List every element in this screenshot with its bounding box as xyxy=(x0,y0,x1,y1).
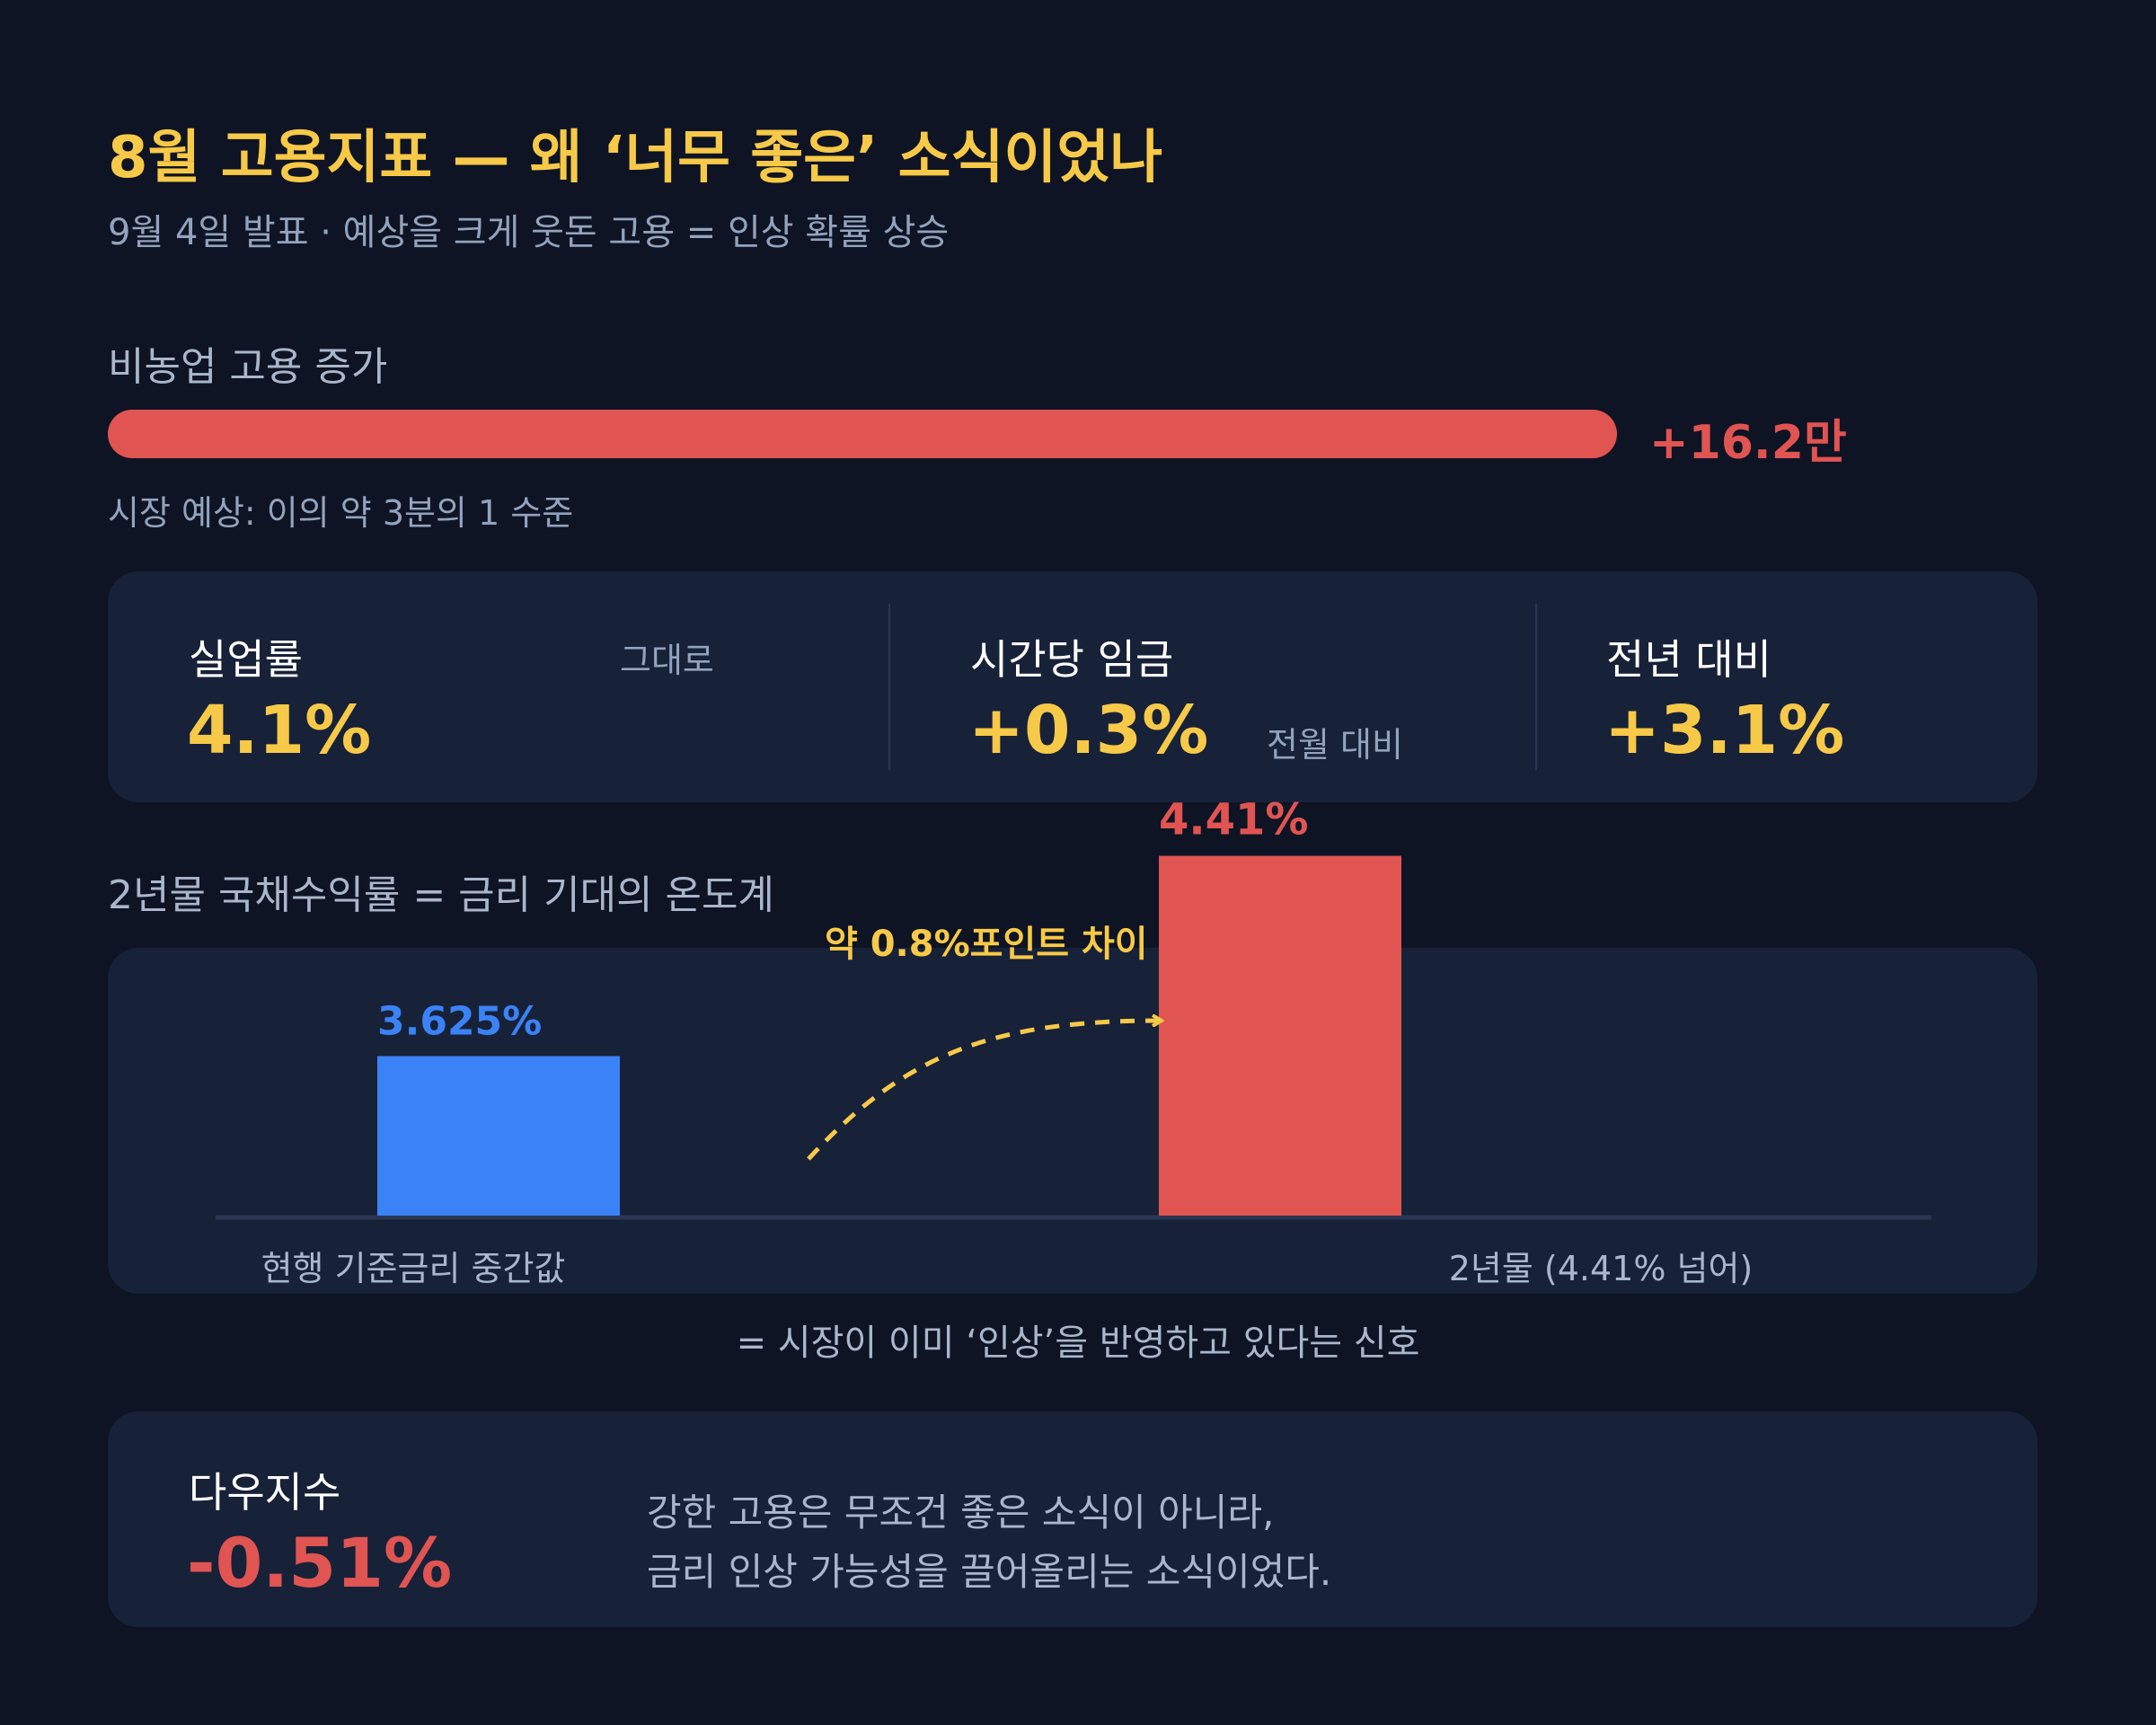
category-label: 2년물 (4.41% 넘어) xyxy=(1449,1249,1754,1288)
hourly-wage-note: 전월 대비 xyxy=(1267,725,1403,765)
bar-value-label: 3.625% xyxy=(377,999,542,1045)
yoy-wage-label: 전년 대비 xyxy=(1606,635,1772,684)
difference-annotation: 약 0.8%포인트 차이 xyxy=(825,924,1148,965)
hourly-wage-label: 시간당 임금 xyxy=(970,635,1174,684)
page-subtitle: 9월 4일 발표 · 예상을 크게 웃돈 고용 = 인상 확률 상승 xyxy=(108,212,950,253)
yields-footer-note: = 시장이 이미 ‘인상’을 반영하고 있다는 신호 xyxy=(736,1322,1420,1364)
stats-divider xyxy=(888,604,890,770)
dow-value: -0.51% xyxy=(187,1523,453,1603)
payrolls-note: 시장 예상: 이의 약 3분의 1 수준 xyxy=(108,493,574,533)
yields-section-label: 2년물 국채수익률 = 금리 기대의 온도계 xyxy=(108,872,774,918)
payrolls-label: 비농업 고용 증가 xyxy=(108,344,388,390)
dow-comment-line-2: 금리 인상 가능성을 끌어올리는 소식이었다. xyxy=(647,1550,1332,1594)
dow-comment-line-1: 강한 고용은 무조건 좋은 소식이 아니라, xyxy=(647,1491,1275,1535)
yoy-wage-value: +3.1% xyxy=(1604,692,1845,769)
dow-panel: 다우지수 -0.51% 강한 고용은 무조건 좋은 소식이 아니라, 금리 인상… xyxy=(108,1411,2037,1627)
page-title: 8월 고용지표 — 왜 ‘너무 좋은’ 소식이었나 xyxy=(108,125,1163,191)
bar-value-label: 4.41% xyxy=(1159,795,1309,845)
payrolls-bar xyxy=(108,410,1617,458)
unemployment-value: 4.1% xyxy=(187,692,372,769)
stats-panel: 실업률 그대로 4.1% 시간당 임금 +0.3% 전월 대비 전년 대비 +3… xyxy=(108,571,2037,802)
bar-current-rate xyxy=(377,1056,620,1216)
hourly-wage-value: +0.3% xyxy=(968,692,1209,769)
unemployment-note: 그대로 xyxy=(620,641,714,680)
category-label: 현행 기준금리 중간값 xyxy=(261,1249,566,1288)
stats-divider xyxy=(1535,604,1537,770)
dow-label: 다우지수 xyxy=(189,1468,341,1517)
bar-2y-yield xyxy=(1159,855,1401,1216)
payrolls-value: +16.2만 xyxy=(1649,416,1847,470)
difference-arrow xyxy=(807,1021,1161,1161)
unemployment-label: 실업률 xyxy=(189,635,303,684)
